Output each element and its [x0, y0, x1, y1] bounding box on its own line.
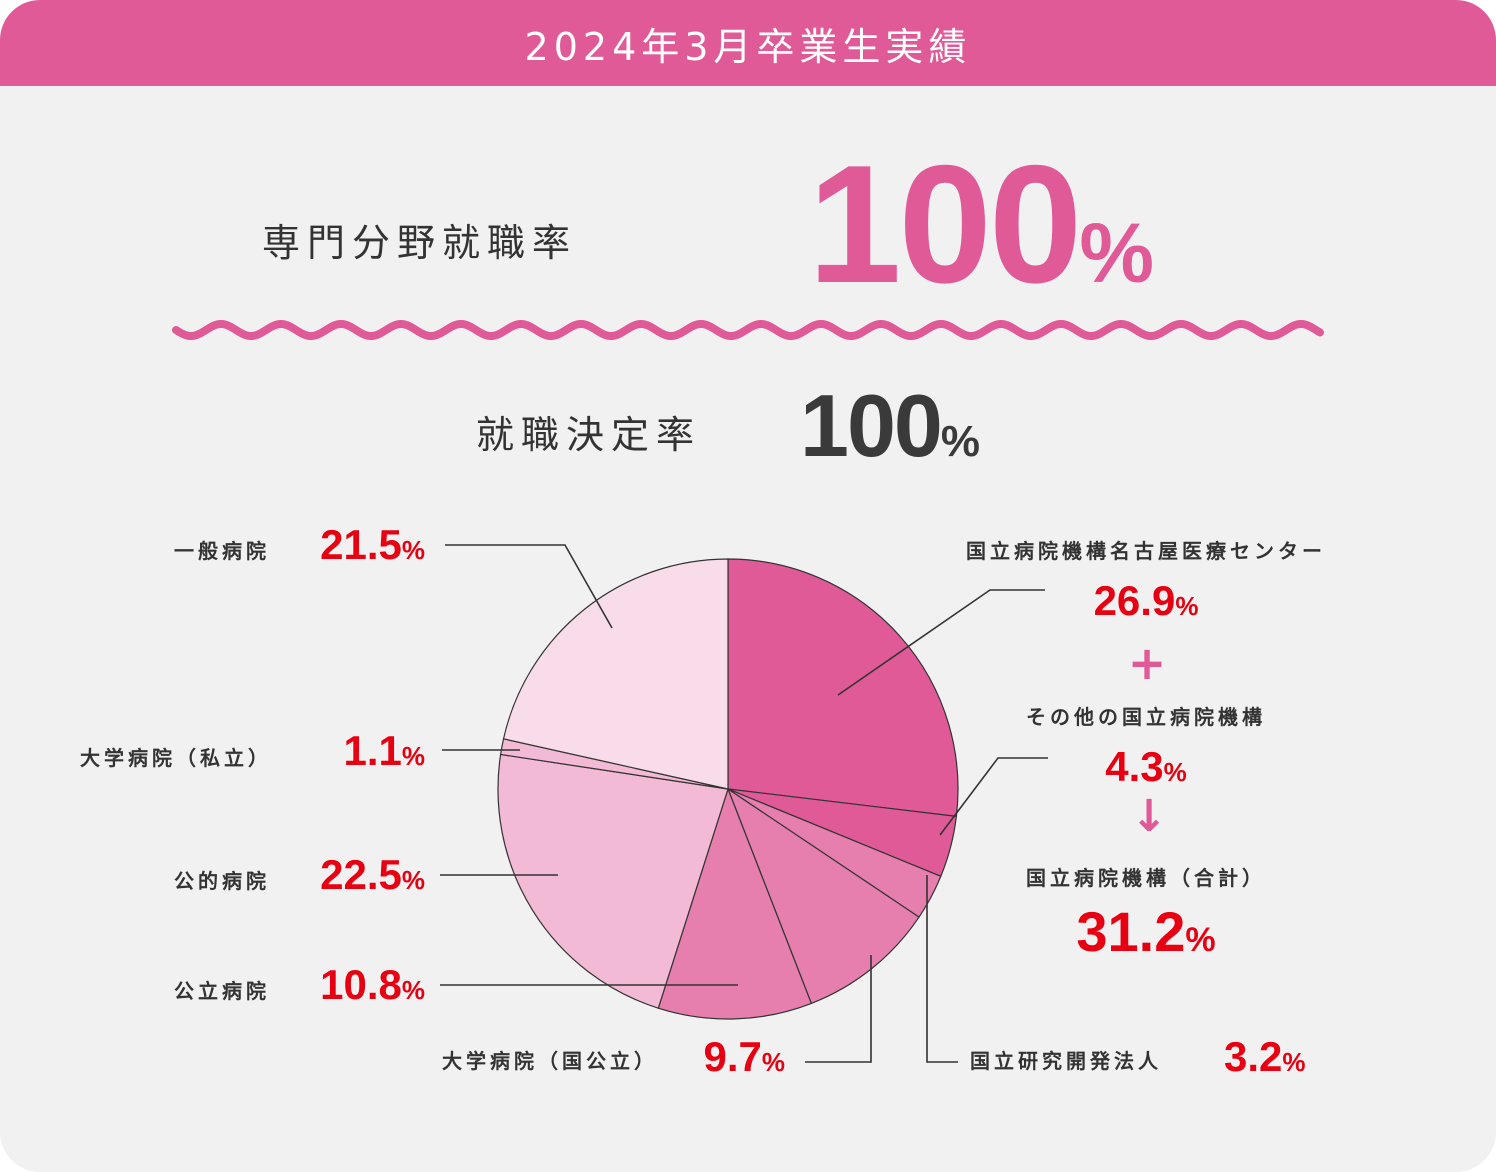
employment-rate-label: 就職決定率	[476, 413, 702, 457]
label-univ-private-name: 大学病院（私立）	[80, 746, 272, 770]
label-public-rel-number: 22.5	[320, 851, 402, 898]
label-univ-national-unit: %	[761, 1047, 785, 1077]
pie-slice-5	[497, 753, 729, 1009]
label-public-value: 10.8%	[320, 964, 425, 1006]
leader-line-research	[926, 875, 958, 1063]
label-public-rel-value: 22.5%	[320, 854, 425, 896]
specialty-rate-number: 100	[808, 130, 1082, 318]
leader-line-nagoya	[837, 589, 1045, 696]
pie-slice-3	[727, 788, 920, 1004]
leader-line-general	[445, 544, 613, 629]
label-other-national-name: その他の国立病院機構	[1026, 705, 1266, 729]
label-general-name: 一般病院	[174, 539, 270, 563]
leader-line-other-national	[939, 757, 1048, 836]
specialty-rate-label: 専門分野就職率	[262, 221, 578, 265]
pie-slices	[497, 558, 959, 1020]
label-national-total-unit: %	[1185, 921, 1216, 959]
label-nagoya-value: 26.9%	[1094, 580, 1199, 622]
label-public-number: 10.8	[320, 961, 402, 1008]
pie-slice-7	[502, 558, 729, 790]
label-other-national-value: 4.3%	[1105, 746, 1187, 788]
label-univ-private-number: 1.1	[343, 727, 402, 774]
label-public-rel-unit: %	[401, 865, 425, 895]
label-research-name: 国立研究開発法人	[970, 1049, 1162, 1073]
label-univ-private-unit: %	[401, 741, 425, 771]
specialty-rate-unit: %	[1079, 206, 1155, 300]
label-univ-national-number: 9.7	[703, 1033, 762, 1080]
label-public-rel-name: 公的病院	[174, 869, 270, 893]
label-national-total-name: 国立病院機構（合計）	[1026, 866, 1266, 890]
pie-slice-0	[727, 558, 959, 817]
label-general-unit: %	[401, 535, 425, 565]
label-nagoya-name: 国立病院機構名古屋医療センター	[966, 539, 1326, 563]
header-bar: 2024年3月卒業生実績	[0, 0, 1496, 86]
label-other-national-unit: %	[1163, 757, 1187, 787]
label-public-name: 公立病院	[174, 979, 270, 1003]
header-title: 2024年3月卒業生実績	[524, 24, 972, 69]
label-other-national-number: 4.3	[1105, 743, 1164, 790]
label-public-unit: %	[401, 975, 425, 1005]
pie-slice-4	[657, 788, 812, 1020]
label-nagoya-number: 26.9	[1093, 577, 1176, 624]
label-general-number: 21.5	[320, 521, 402, 568]
label-national-total-value: 31.2%	[1076, 904, 1215, 960]
label-univ-national-name: 大学病院（国公立）	[442, 1049, 658, 1073]
employment-rate-value: 100%	[800, 382, 980, 470]
wavy-divider	[172, 319, 1324, 341]
label-research-number: 3.2	[1224, 1033, 1283, 1080]
specialty-rate-value: 100%	[808, 140, 1154, 308]
label-general-value: 21.5%	[320, 524, 425, 566]
employment-rate-number: 100	[800, 376, 943, 475]
label-univ-national-value: 9.7%	[703, 1036, 785, 1078]
label-univ-private-value: 1.1%	[343, 730, 425, 772]
leader-lines	[440, 544, 1048, 1063]
label-research-unit: %	[1282, 1047, 1306, 1077]
plus-icon: +	[1127, 636, 1167, 690]
label-research-value: 3.2%	[1224, 1036, 1306, 1078]
employment-rate-unit: %	[940, 417, 980, 466]
leader-line-univ-national	[805, 955, 872, 1063]
label-national-total-number: 31.2	[1076, 900, 1186, 963]
label-nagoya-unit: %	[1175, 591, 1199, 621]
arrow-down-icon: ↓	[1130, 791, 1168, 842]
